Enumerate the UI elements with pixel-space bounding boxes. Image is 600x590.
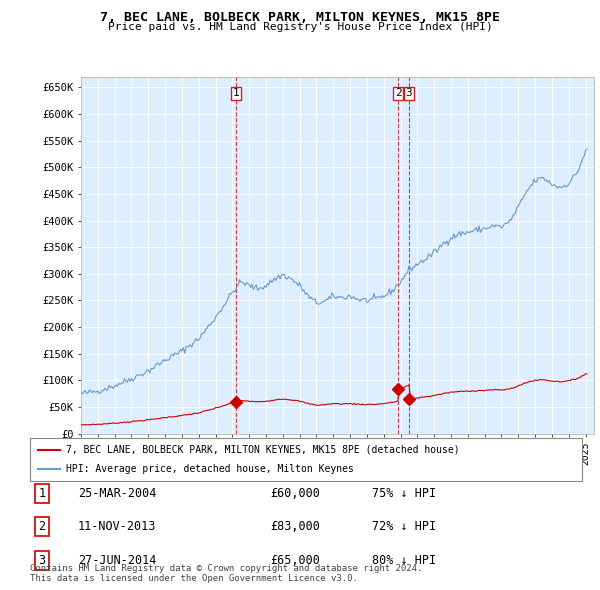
- Text: 7, BEC LANE, BOLBECK PARK, MILTON KEYNES, MK15 8PE: 7, BEC LANE, BOLBECK PARK, MILTON KEYNES…: [100, 11, 500, 24]
- Text: 7, BEC LANE, BOLBECK PARK, MILTON KEYNES, MK15 8PE (detached house): 7, BEC LANE, BOLBECK PARK, MILTON KEYNES…: [66, 445, 460, 455]
- Text: 3: 3: [406, 88, 412, 99]
- Text: 75% ↓ HPI: 75% ↓ HPI: [372, 487, 436, 500]
- Text: Price paid vs. HM Land Registry's House Price Index (HPI): Price paid vs. HM Land Registry's House …: [107, 22, 493, 32]
- Text: 27-JUN-2014: 27-JUN-2014: [78, 554, 157, 567]
- Text: 72% ↓ HPI: 72% ↓ HPI: [372, 520, 436, 533]
- Text: 3: 3: [38, 554, 46, 567]
- Text: 2: 2: [395, 88, 402, 99]
- Text: £60,000: £60,000: [270, 487, 320, 500]
- Text: £65,000: £65,000: [270, 554, 320, 567]
- Text: HPI: Average price, detached house, Milton Keynes: HPI: Average price, detached house, Milt…: [66, 464, 354, 474]
- Text: 80% ↓ HPI: 80% ↓ HPI: [372, 554, 436, 567]
- Text: 1: 1: [233, 88, 239, 99]
- Text: 25-MAR-2004: 25-MAR-2004: [78, 487, 157, 500]
- Text: 1: 1: [38, 487, 46, 500]
- Text: Contains HM Land Registry data © Crown copyright and database right 2024.
This d: Contains HM Land Registry data © Crown c…: [30, 563, 422, 583]
- Text: 2: 2: [38, 520, 46, 533]
- Text: 11-NOV-2013: 11-NOV-2013: [78, 520, 157, 533]
- Text: £83,000: £83,000: [270, 520, 320, 533]
